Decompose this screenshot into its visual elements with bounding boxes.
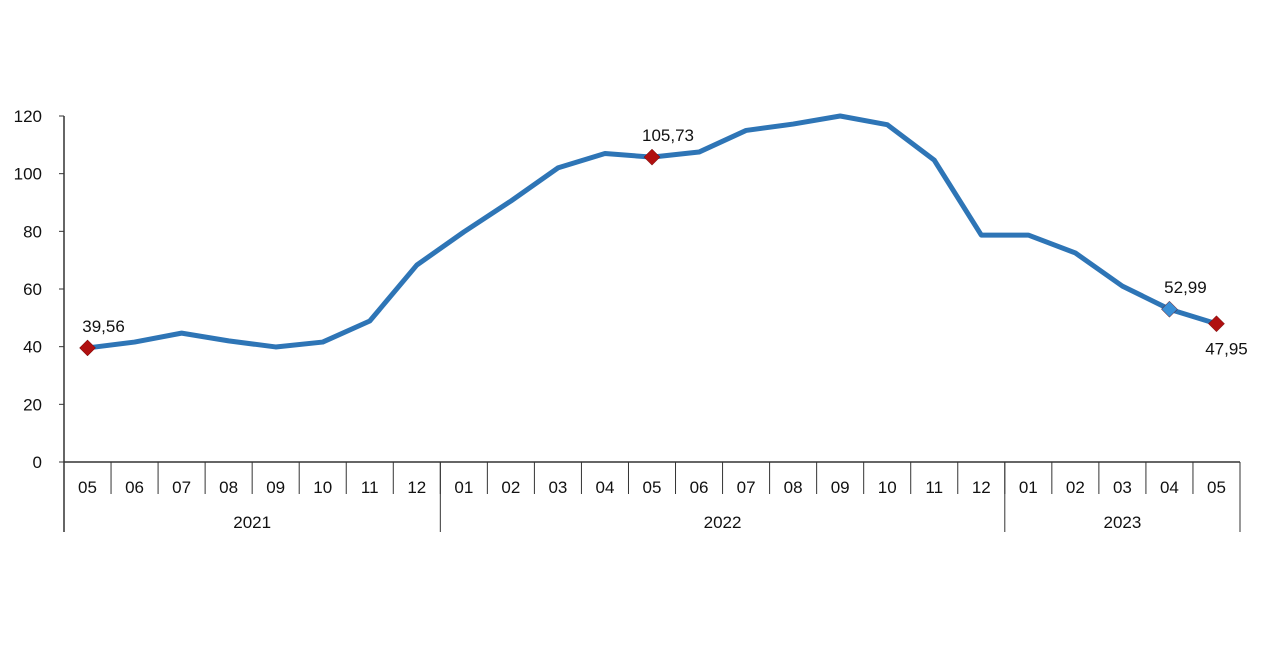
x-tick-label: 01: [454, 478, 473, 497]
x-tick-label: 03: [548, 478, 567, 497]
year-label: 2022: [704, 513, 742, 532]
x-tick-label: 05: [1207, 478, 1226, 497]
x-tick-label: 09: [831, 478, 850, 497]
y-tick-label: 80: [23, 222, 42, 241]
x-tick-label: 09: [266, 478, 285, 497]
x-tick-label: 12: [407, 478, 426, 497]
x-tick-label: 07: [172, 478, 191, 497]
marker-diamond: [644, 149, 660, 165]
data-label: 47,95: [1205, 340, 1248, 359]
y-tick-label: 60: [23, 280, 42, 299]
year-label: 2021: [233, 513, 271, 532]
x-tick-label: 02: [501, 478, 520, 497]
x-tick-label: 08: [784, 478, 803, 497]
x-tick-label: 11: [925, 478, 943, 497]
x-tick-label: 12: [972, 478, 991, 497]
x-tick-label: 07: [737, 478, 756, 497]
data-label: 105,73: [642, 126, 694, 145]
x-tick-label: 04: [595, 478, 614, 497]
y-tick-label: 0: [33, 453, 42, 472]
y-tick-label: 20: [23, 395, 42, 414]
x-tick-label: 05: [78, 478, 97, 497]
x-tick-label: 02: [1066, 478, 1085, 497]
data-label: 39,56: [82, 317, 125, 336]
x-tick-label: 11: [361, 478, 379, 497]
x-tick-label: 03: [1113, 478, 1132, 497]
x-tick-label: 10: [313, 478, 332, 497]
year-label: 2023: [1103, 513, 1141, 532]
y-tick-label: 120: [14, 107, 42, 126]
data-label: 52,99: [1164, 278, 1207, 297]
x-tick-label: 06: [690, 478, 709, 497]
x-tick-label: 04: [1160, 478, 1179, 497]
marker-diamond: [80, 340, 96, 356]
y-tick-label: 40: [23, 338, 42, 357]
marker-diamond: [1208, 316, 1224, 332]
x-tick-label: 08: [219, 478, 238, 497]
x-tick-label: 06: [125, 478, 144, 497]
x-tick-label: 10: [878, 478, 897, 497]
x-tick-label: 01: [1019, 478, 1038, 497]
marker-diamond: [1161, 301, 1177, 317]
x-tick-label: 05: [643, 478, 662, 497]
y-tick-label: 100: [14, 165, 42, 184]
